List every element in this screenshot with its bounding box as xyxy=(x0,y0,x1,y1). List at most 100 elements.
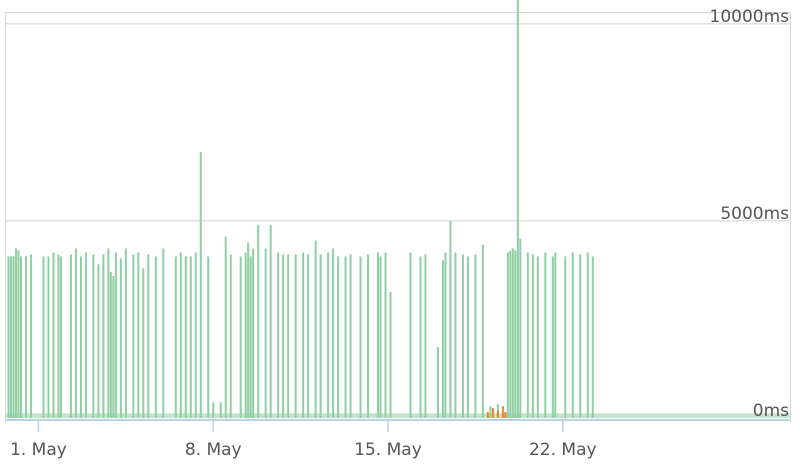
bar xyxy=(536,256,539,418)
bar xyxy=(199,151,202,418)
bar xyxy=(327,252,330,418)
y-tick-label: 5000ms xyxy=(720,204,789,224)
bar xyxy=(184,256,187,418)
bar xyxy=(444,252,447,418)
bar xyxy=(84,252,87,418)
bar xyxy=(359,256,362,418)
bar xyxy=(509,250,512,418)
bar xyxy=(481,244,484,418)
bar xyxy=(109,272,112,418)
error-bar xyxy=(504,412,507,418)
bar xyxy=(332,248,335,418)
bar xyxy=(571,252,574,418)
x-tick-label: 8. May xyxy=(185,440,242,460)
bar xyxy=(229,254,232,418)
bar xyxy=(344,256,347,418)
bar xyxy=(424,254,427,418)
x-axis-labels: 1. May 8. May 15. May 22. May xyxy=(10,440,597,460)
bar xyxy=(212,402,215,418)
bar xyxy=(337,256,340,418)
bar xyxy=(194,252,197,418)
baseline-noise xyxy=(6,413,790,418)
bar xyxy=(441,260,444,418)
bar xyxy=(102,254,105,418)
bar xyxy=(377,252,380,418)
bars xyxy=(7,0,594,419)
bar xyxy=(514,250,517,418)
bar xyxy=(474,254,477,418)
bar xyxy=(132,254,135,418)
bar xyxy=(24,256,27,418)
error-bar xyxy=(486,412,489,418)
error-bar xyxy=(496,410,499,418)
bar xyxy=(384,252,387,418)
bar xyxy=(92,254,95,418)
bar xyxy=(389,291,392,418)
bar xyxy=(162,248,165,418)
grid-lines xyxy=(6,23,790,222)
bar xyxy=(294,254,297,418)
error-bar xyxy=(491,408,494,418)
bar xyxy=(449,220,452,418)
bar xyxy=(466,256,469,418)
bar xyxy=(179,252,182,418)
bar xyxy=(282,254,285,418)
error-bar xyxy=(501,406,504,418)
bar xyxy=(506,252,509,418)
bar xyxy=(436,347,439,418)
bar xyxy=(189,256,192,418)
bar xyxy=(264,248,267,418)
bar xyxy=(454,252,457,418)
bar xyxy=(59,256,62,418)
x-tick-label: 22. May xyxy=(529,440,597,460)
bar xyxy=(319,254,322,418)
bar xyxy=(269,224,272,418)
bar xyxy=(174,256,177,418)
bar xyxy=(579,254,582,418)
bar xyxy=(124,248,127,418)
bar xyxy=(252,248,255,418)
bar xyxy=(97,264,100,418)
bar xyxy=(519,238,522,418)
bar xyxy=(74,248,77,418)
bar xyxy=(219,402,222,418)
x-tick-label: 15. May xyxy=(354,440,422,460)
chart-frame xyxy=(5,12,791,422)
bar xyxy=(307,254,310,418)
bar xyxy=(47,256,50,418)
bar xyxy=(7,256,10,418)
bar xyxy=(564,256,567,418)
y-axis-labels: 0ms 5000ms 10000ms xyxy=(710,7,790,421)
bar xyxy=(461,254,464,418)
bar xyxy=(531,254,534,418)
bar xyxy=(302,252,305,418)
bar xyxy=(147,254,150,418)
bar xyxy=(586,252,589,418)
bar xyxy=(142,268,145,418)
bar xyxy=(239,256,242,418)
bar xyxy=(489,406,492,418)
bar xyxy=(409,252,412,418)
bar xyxy=(12,256,15,418)
bar xyxy=(29,254,32,418)
x-axis xyxy=(6,419,790,432)
bar xyxy=(544,252,547,418)
bar xyxy=(112,276,115,418)
bar xyxy=(119,258,122,418)
y-tick-label: 10000ms xyxy=(710,7,790,27)
bar xyxy=(551,256,554,418)
baseline-band xyxy=(6,413,790,418)
bar xyxy=(154,256,157,418)
bar xyxy=(224,236,227,418)
bar xyxy=(287,254,290,418)
bar xyxy=(516,0,519,419)
bar xyxy=(9,256,12,418)
bar xyxy=(14,248,17,418)
bar xyxy=(17,250,20,418)
bar xyxy=(42,256,45,418)
bar xyxy=(137,252,140,418)
bar xyxy=(114,252,117,418)
bar xyxy=(379,256,382,418)
bar xyxy=(247,242,250,418)
